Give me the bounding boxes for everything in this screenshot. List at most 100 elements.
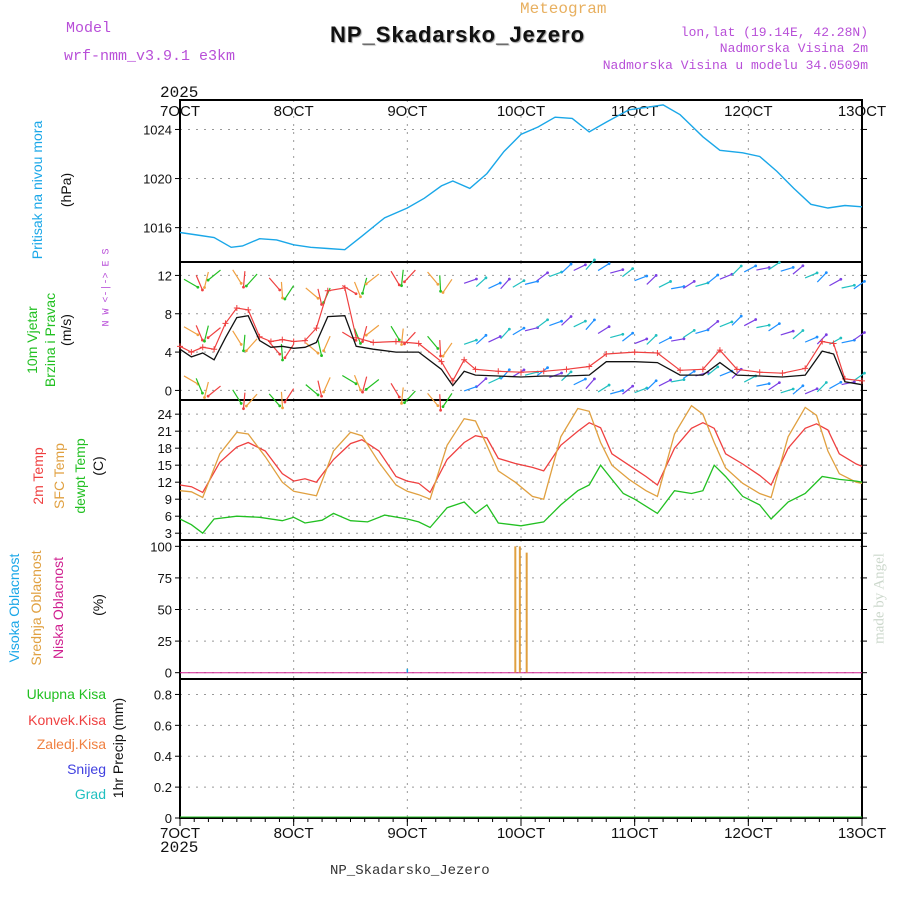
clouds-ytick-label: 50 [158, 603, 172, 618]
wind-barb-head [244, 404, 248, 408]
wind-barb-head [824, 271, 828, 275]
wind-barb-head [692, 328, 696, 332]
wind-barb-head [484, 333, 488, 337]
x-label-bottom: 9OCT [387, 825, 427, 842]
wind-barb [853, 280, 865, 290]
wind-barb [658, 280, 671, 288]
wind-barb [475, 378, 487, 388]
wind-barb [610, 389, 623, 395]
wind-barb [768, 323, 780, 332]
wind-barb [573, 378, 586, 386]
wind-barb-head [201, 288, 204, 292]
wind-barb [323, 335, 331, 352]
wind-barb-head [364, 282, 368, 286]
wind-gust-marker [177, 343, 183, 350]
wind-barb [524, 327, 538, 332]
wind-barb [488, 336, 501, 343]
wind-barb [780, 266, 794, 272]
x-label-top: 11OCT [611, 103, 658, 120]
wind-barb-head [507, 368, 511, 372]
temperature-ytick-label: 18 [158, 441, 172, 456]
wind-barb-head [439, 408, 442, 412]
wind-barb-head [281, 296, 284, 300]
wind-gust-marker [461, 356, 468, 363]
wind-barb [242, 334, 246, 351]
wind-gust-marker [353, 334, 360, 341]
x-label-top: 8OCT [274, 103, 314, 120]
wind-barb-head [791, 387, 795, 391]
wind-barb-head [403, 280, 406, 284]
wind-barb [245, 393, 258, 407]
wind-barb-head [359, 388, 362, 392]
wind-barb [183, 278, 199, 288]
wind-barb [841, 284, 855, 289]
wind-barb [585, 319, 595, 331]
wind-barb [622, 268, 634, 278]
wind-barb-head [474, 338, 478, 342]
temperature-ytick-label: 6 [165, 509, 172, 524]
wind-gust-marker [370, 339, 377, 346]
wind-barb-head [239, 281, 243, 285]
wind-barb-head [354, 292, 358, 296]
wind-barb-head [536, 279, 540, 283]
wind-barb-head [244, 284, 248, 288]
wind-barb-head [201, 338, 204, 342]
wind-barb [829, 381, 842, 390]
wind-barb-head [815, 271, 819, 275]
wind-barb [622, 385, 634, 395]
pressure-ytick-label: 1024 [143, 122, 172, 137]
wind-barb [232, 389, 242, 404]
wind-barb [404, 269, 416, 283]
wind-barb [232, 330, 242, 345]
wind-barb-head [560, 371, 563, 375]
wind-barb [549, 271, 562, 278]
wind-barb-head [283, 400, 287, 404]
wind-barb-head [320, 303, 323, 306]
wind-barb [756, 383, 770, 387]
wind-barb [500, 328, 510, 340]
clouds-ytick-label: 0 [165, 666, 172, 681]
pressure-ytick-label: 1020 [143, 172, 172, 187]
wind-barb [731, 368, 742, 379]
temp-line-dewpt-temp [179, 464, 863, 535]
wind-barb-head [852, 380, 856, 384]
wind-barb-head [631, 267, 635, 271]
wind-barb-head [281, 406, 284, 410]
wind-barb-head [767, 382, 771, 386]
wind-barb-head [354, 382, 358, 386]
legend-snijeg: Snijeg [67, 761, 106, 777]
wind-barb [853, 331, 865, 341]
wind-barb [317, 288, 323, 305]
wind-barb-head [364, 387, 368, 391]
wind-barb-head [196, 333, 200, 337]
wind-barb [853, 372, 865, 382]
wind-gust-marker [267, 338, 274, 345]
wind-barb-head [436, 404, 440, 408]
meteogram-label: Meteogram [520, 0, 607, 18]
wind-barb-head [631, 384, 635, 388]
wind-barb-head [203, 396, 206, 399]
wind-barb [816, 272, 827, 283]
wind-gust-marker [518, 369, 524, 376]
wind-barb [323, 377, 331, 393]
wind-barb [245, 338, 258, 352]
temp-line-sfc-temp [179, 404, 863, 501]
wind-barb-head [645, 337, 649, 341]
wind-barb-head [498, 281, 502, 285]
wind-barb-head [441, 354, 445, 358]
wind-barb-head [730, 320, 734, 324]
wind-barb [585, 259, 595, 271]
wind-gust-marker [677, 367, 684, 374]
temperature-ytick-label: 21 [158, 424, 172, 439]
wind-ytick-label: 0 [165, 383, 172, 398]
wind-barb-head [278, 352, 282, 356]
wind-barb [536, 272, 548, 282]
wind-barb-head [283, 356, 287, 360]
wind-barb-head [439, 289, 442, 293]
wind-barb [488, 377, 501, 384]
wind-barb [658, 337, 671, 345]
wind-gust-marker [392, 338, 399, 345]
wind-barb [427, 335, 439, 349]
bottom-title: NP_Skadarsko_Jezero [330, 863, 490, 879]
wind-barb [695, 282, 709, 288]
